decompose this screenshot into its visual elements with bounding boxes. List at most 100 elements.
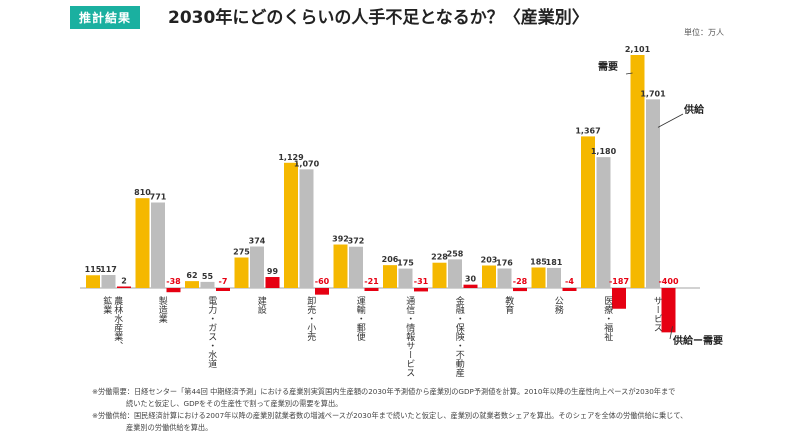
value-label-demand-9: 203 <box>481 255 498 264</box>
bar-supply-4 <box>250 246 264 288</box>
bar-supply-6 <box>349 246 363 288</box>
legend-gap-leader <box>669 326 673 340</box>
note-demand: ※労働需要：日経センター「第44回 中期経済予測」における産業別実質国内生産額の… <box>92 386 732 398</box>
note-supply-text: 国民経済計算における2007年以降の産業別就業者数の増減ペースが2030年まで続… <box>133 411 688 420</box>
category-label-2: 製造業 <box>157 295 168 324</box>
value-label-supply-6: 372 <box>348 237 365 246</box>
value-label-gap-9: -28 <box>513 277 528 286</box>
bar-gap-11 <box>612 288 626 309</box>
note-demand-label: ※労働需要： <box>92 387 134 396</box>
value-label-supply-1: 117 <box>100 265 117 274</box>
value-label-gap-8: 30 <box>465 275 477 284</box>
value-label-demand-12: 2,101 <box>625 45 651 54</box>
bar-gap-8 <box>463 284 478 288</box>
bar-demand-6 <box>333 244 348 288</box>
bar-demand-7 <box>383 265 397 288</box>
category-label-3: 電力・ガス・水道 <box>206 296 217 369</box>
bar-demand-12 <box>630 55 645 288</box>
bar-demand-9 <box>482 265 496 288</box>
footnotes: ※労働需要：日経センター「第44回 中期経済予測」における産業別実質国内生産額の… <box>92 386 732 434</box>
value-label-demand-11: 1,367 <box>575 126 600 135</box>
value-label-demand-5: 1,129 <box>278 153 304 162</box>
value-label-demand-1: 115 <box>85 265 102 274</box>
category-label-1-line-1: 農林水産業、 <box>112 295 123 350</box>
value-label-supply-3: 55 <box>202 272 214 281</box>
value-label-demand-3: 62 <box>186 271 197 280</box>
bar-gap-1 <box>117 286 131 288</box>
value-label-supply-4: 374 <box>249 237 266 246</box>
bar-demand-4 <box>234 257 249 288</box>
bar-demand-5 <box>284 162 298 288</box>
bar-supply-11 <box>596 157 611 288</box>
bar-demand-2 <box>135 198 150 288</box>
bar-demand-11 <box>581 136 595 288</box>
value-label-supply-12: 1,701 <box>640 89 666 98</box>
value-label-supply-2: 771 <box>150 192 167 201</box>
bar-supply-5 <box>299 169 314 288</box>
category-label-11: 医療・福祉 <box>602 296 613 342</box>
value-label-gap-3: -7 <box>219 277 228 286</box>
value-label-gap-6: -21 <box>364 277 379 286</box>
category-label-7: 通信・情報サービス <box>404 296 415 377</box>
note-supply: ※労働供給：国民経済計算における2007年以降の産業別就業者数の増減ペースが20… <box>92 410 732 422</box>
value-label-demand-8: 228 <box>431 253 448 262</box>
bar-demand-3 <box>185 281 199 288</box>
value-label-supply-8: 258 <box>447 249 464 258</box>
legend-supply-label: 供給 <box>683 103 705 116</box>
category-label-12: サービス <box>652 296 663 332</box>
bar-gap-3 <box>216 288 230 291</box>
bar-supply-2 <box>151 202 165 288</box>
value-label-gap-11: -187 <box>609 277 629 286</box>
value-label-supply-11: 1,180 <box>591 147 617 156</box>
bar-demand-8 <box>432 262 447 288</box>
note-demand-cont: 続いたと仮定し、GDPをその生産性で割って産業別の需要を算出。 <box>126 399 343 408</box>
legend-gap-label: 供給ー需要 <box>672 334 723 347</box>
legend-supply-leader <box>657 113 684 128</box>
note-supply-cont: 産業別の労働供給を算出。 <box>126 423 213 432</box>
value-label-demand-6: 392 <box>332 235 349 244</box>
category-label-1-line-2: 鉱業 <box>101 295 112 315</box>
value-label-demand-10: 185 <box>530 257 547 266</box>
bar-gap-5 <box>315 288 329 295</box>
value-label-supply-5: 1,070 <box>294 159 320 168</box>
note-supply-label: ※労働供給： <box>92 411 134 420</box>
value-label-gap-10: -4 <box>565 277 574 286</box>
legend-demand-leader <box>625 72 633 75</box>
bar-supply-7 <box>398 268 413 288</box>
bar-supply-9 <box>497 268 512 288</box>
category-label-5: 卸売・小売 <box>305 295 316 342</box>
value-label-demand-4: 275 <box>233 248 250 257</box>
legend-demand-label: 需要 <box>598 61 618 73</box>
category-label-8: 金融・保険・不動産 <box>454 295 465 378</box>
bar-gap-10 <box>562 288 577 291</box>
note-demand-text: 日経センター「第44回 中期経済予測」における産業別実質国内生産額の2030年予… <box>133 387 676 396</box>
bar-supply-12 <box>646 99 660 288</box>
value-label-supply-9: 176 <box>496 258 513 267</box>
bar-gap-4 <box>265 277 280 288</box>
bar-gap-9 <box>513 288 527 292</box>
category-label-6: 運輸・郵便 <box>355 296 366 342</box>
bar-demand-10 <box>531 267 546 288</box>
value-label-supply-10: 181 <box>546 258 563 267</box>
value-label-gap-1: 2 <box>121 277 127 286</box>
category-label-4: 建設 <box>256 295 267 315</box>
bar-gap-12 <box>661 288 676 333</box>
value-label-gap-2: -38 <box>166 277 181 286</box>
value-label-gap-12: -400 <box>658 277 678 286</box>
bar-supply-8 <box>448 259 462 288</box>
bar-supply-3 <box>200 281 215 288</box>
value-label-gap-4: 99 <box>267 267 279 276</box>
bar-supply-1 <box>101 275 116 288</box>
value-label-demand-2: 810 <box>134 188 151 197</box>
bar-supply-10 <box>547 267 561 288</box>
category-label-10: 公務 <box>553 296 564 315</box>
value-label-supply-7: 175 <box>397 259 414 268</box>
page-title: 2030年にどのくらいの人手不足となるか？〈産業別〉 <box>168 8 589 28</box>
result-badge: 推計結果 <box>70 6 141 29</box>
value-label-demand-7: 206 <box>382 255 399 264</box>
bar-gap-2 <box>166 288 181 293</box>
value-label-gap-5: -60 <box>315 277 330 286</box>
bar-gap-7 <box>414 288 428 292</box>
category-label-9: 教育 <box>503 295 514 315</box>
